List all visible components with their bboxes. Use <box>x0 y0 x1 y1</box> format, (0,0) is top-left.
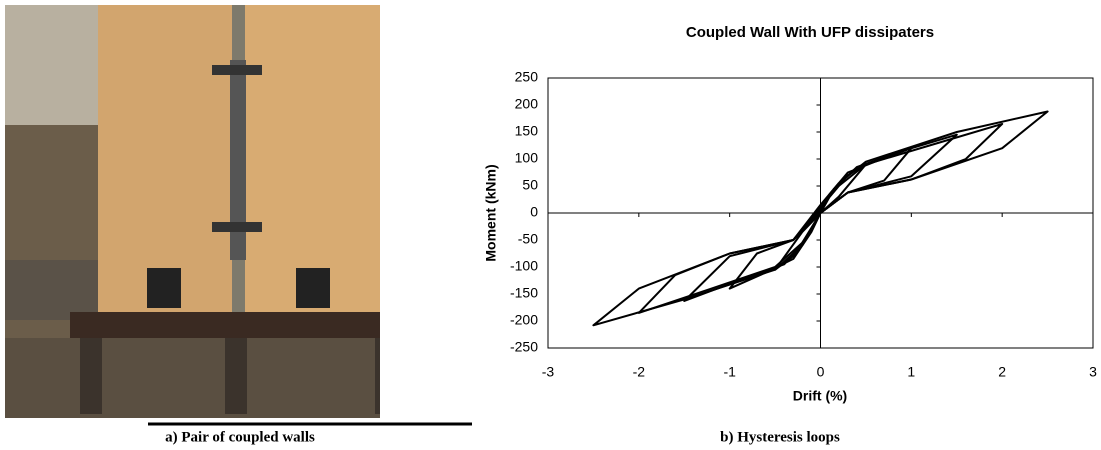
y-tick-label: -50 <box>518 231 538 247</box>
y-tick-label: -250 <box>510 339 538 355</box>
y-tick-label: -150 <box>510 285 538 301</box>
hysteresis-loop <box>637 122 1004 314</box>
x-tick-label: 3 <box>1089 364 1097 380</box>
x-axis-label: Drift (%) <box>793 388 847 404</box>
x-tick-label: 0 <box>817 364 825 380</box>
y-tick-label: 0 <box>530 204 538 220</box>
x-tick-label: 2 <box>998 364 1006 380</box>
x-tick-label: -2 <box>633 364 646 380</box>
caption: a) Pair of coupled walls <box>165 429 315 445</box>
caption: b) Hysteresis loops <box>720 429 840 445</box>
photo <box>5 5 380 418</box>
y-tick-label: -100 <box>510 258 538 274</box>
y-tick-label: 100 <box>515 150 539 166</box>
y-tick-label: 200 <box>515 96 539 112</box>
x-tick-label: 1 <box>907 364 915 380</box>
x-tick-label: -3 <box>542 364 555 380</box>
hysteresis-loop <box>683 133 958 302</box>
chart-title: Coupled Wall With UFP dissipaters <box>686 24 934 41</box>
hysteresis-loop <box>774 163 867 271</box>
y-tick-label: 150 <box>515 123 539 139</box>
y-tick-label: -200 <box>510 312 538 328</box>
y-axis-label: Moment (kNm) <box>483 164 499 261</box>
y-tick-label: 250 <box>515 69 539 85</box>
x-tick-label: -1 <box>723 364 736 380</box>
y-tick-label: 50 <box>522 177 538 193</box>
